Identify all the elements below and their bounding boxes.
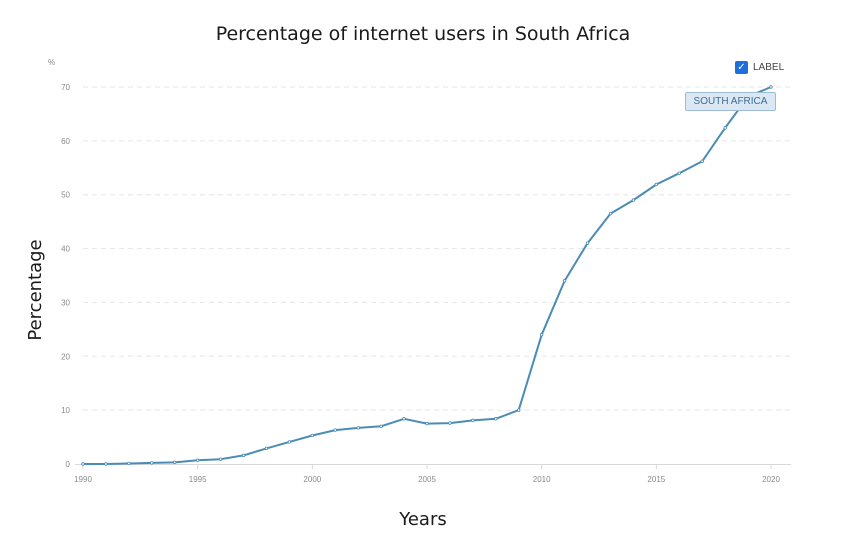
data-point xyxy=(218,457,223,461)
y-tick-label: 60 xyxy=(61,137,70,146)
data-point xyxy=(104,462,108,466)
x-tick-label: 2005 xyxy=(418,475,436,484)
x-tick-label: 2015 xyxy=(647,475,665,484)
x-tick-label: 1995 xyxy=(189,475,207,484)
data-point xyxy=(241,453,246,458)
data-point xyxy=(150,461,154,465)
y-tick-label: 0 xyxy=(66,460,71,469)
data-point xyxy=(356,426,360,430)
series-line xyxy=(83,86,772,465)
data-point xyxy=(723,126,727,130)
data-point xyxy=(264,446,269,451)
data-point xyxy=(310,433,315,438)
data-point xyxy=(494,417,498,421)
data-point xyxy=(631,198,636,202)
axes xyxy=(75,464,791,469)
data-point xyxy=(402,417,406,421)
data-point xyxy=(562,279,567,283)
x-tick-label: 2000 xyxy=(303,475,321,484)
data-point xyxy=(425,421,429,426)
data-point xyxy=(195,458,200,462)
y-axis-unit: % xyxy=(48,58,55,67)
data-point xyxy=(654,182,659,187)
data-point xyxy=(608,211,613,216)
legend-label: LABEL xyxy=(753,62,785,73)
y-tick-label: 40 xyxy=(61,245,70,254)
data-point xyxy=(127,461,131,466)
legend-toggle[interactable]: ✓ LABEL xyxy=(735,61,784,74)
x-tick-label: 1990 xyxy=(74,475,92,484)
data-point xyxy=(585,241,590,245)
data-point xyxy=(539,333,544,337)
tick-labels: 0 10 20 30 40 50 60 70 1990 1995 2000 2005 2010 2015 2… xyxy=(61,83,780,484)
y-tick-label: 70 xyxy=(61,83,70,92)
data-point xyxy=(379,424,383,428)
x-tick-label: 2020 xyxy=(762,475,780,484)
data-point xyxy=(81,462,85,466)
data-point xyxy=(700,159,704,164)
x-axis-title: Years xyxy=(398,509,447,530)
series-label-tag: SOUTH AFRICA xyxy=(685,92,776,111)
data-point xyxy=(333,428,337,432)
x-tick-label: 2010 xyxy=(533,475,551,484)
data-point xyxy=(517,408,521,412)
data-point xyxy=(287,440,292,444)
series-south-africa[interactable] xyxy=(81,85,773,466)
chart-title: Percentage of internet users in South Af… xyxy=(216,23,631,45)
y-tick-label: 50 xyxy=(61,191,70,200)
y-tick-label: 30 xyxy=(61,298,70,307)
checkmark-icon[interactable]: ✓ xyxy=(735,61,748,74)
data-point xyxy=(471,418,475,423)
gridlines xyxy=(83,86,791,411)
y-tick-label: 20 xyxy=(61,352,70,361)
data-point xyxy=(677,171,681,175)
y-tick-label: 10 xyxy=(61,406,70,415)
data-point xyxy=(173,460,177,465)
y-axis-title: Percentage xyxy=(25,239,46,340)
data-point xyxy=(448,421,452,425)
data-point xyxy=(769,85,773,89)
